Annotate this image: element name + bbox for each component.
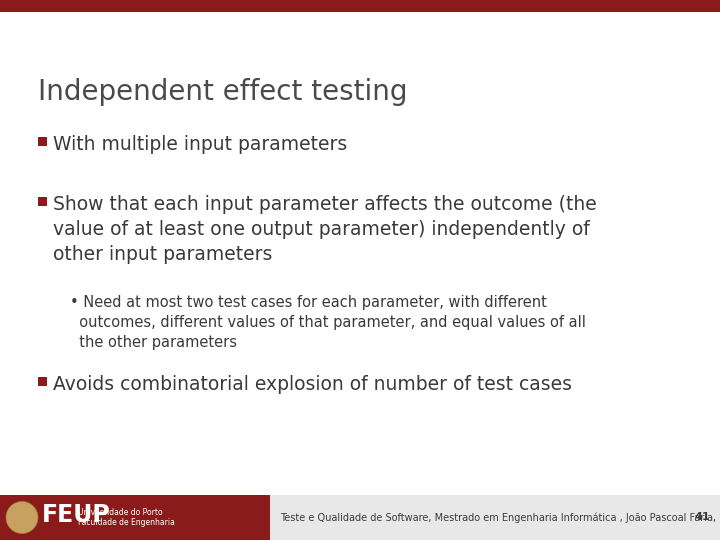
Bar [38,377,47,386]
Bar [0,0,720,12]
Bar [0,495,270,540]
Text: Teste e Qualidade de Software, Mestrado em Engenharia Informática , João Pascoal: Teste e Qualidade de Software, Mestrado … [280,512,720,523]
Text: Show that each input parameter affects the outcome (the
value of at least one ou: Show that each input parameter affects t… [53,195,597,264]
Text: With multiple input parameters: With multiple input parameters [53,135,347,154]
Text: Faculdade de Engenharia: Faculdade de Engenharia [78,518,175,527]
Text: Universidade do Porto: Universidade do Porto [78,508,163,517]
Bar [38,137,47,146]
Text: FEUP: FEUP [42,503,111,528]
Text: • Need at most two test cases for each parameter, with different
  outcomes, dif: • Need at most two test cases for each p… [70,295,586,349]
Bar [38,197,47,206]
Bar [270,495,720,540]
Text: 41: 41 [694,512,710,523]
Text: Avoids combinatorial explosion of number of test cases: Avoids combinatorial explosion of number… [53,375,572,394]
Circle shape [6,502,38,534]
Text: Independent effect testing: Independent effect testing [38,78,408,106]
